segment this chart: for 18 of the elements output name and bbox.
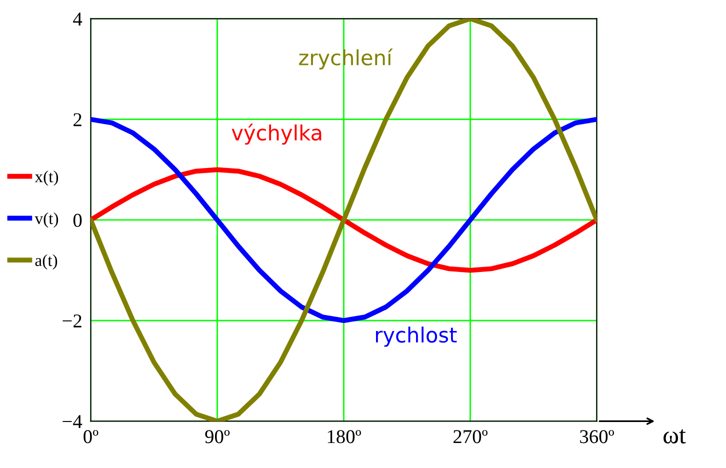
legend-label: v(t): [34, 212, 58, 228]
legend-label: x(t): [34, 170, 58, 186]
annotation: výchylka: [232, 124, 322, 145]
x-tick-label: 90º: [205, 430, 230, 444]
line-series: [90, 116, 597, 324]
y-tick-label: 4: [73, 12, 82, 26]
y-tick-label: −2: [62, 314, 82, 328]
legend-label: a(t): [35, 254, 58, 270]
x-axis-title: ωt: [664, 429, 686, 444]
line-series: [90, 167, 597, 273]
y-tick-label: 2: [74, 113, 82, 126]
y-tick-label: 0: [73, 214, 82, 227]
annotation: rychlost: [376, 326, 457, 347]
x-tick-label: 270º: [454, 430, 488, 444]
x-tick-label: 360º: [580, 430, 614, 444]
y-tick-label: −4: [62, 415, 82, 428]
x-tick-label: 0º: [84, 430, 98, 444]
x-tick-label: 180º: [328, 430, 362, 444]
